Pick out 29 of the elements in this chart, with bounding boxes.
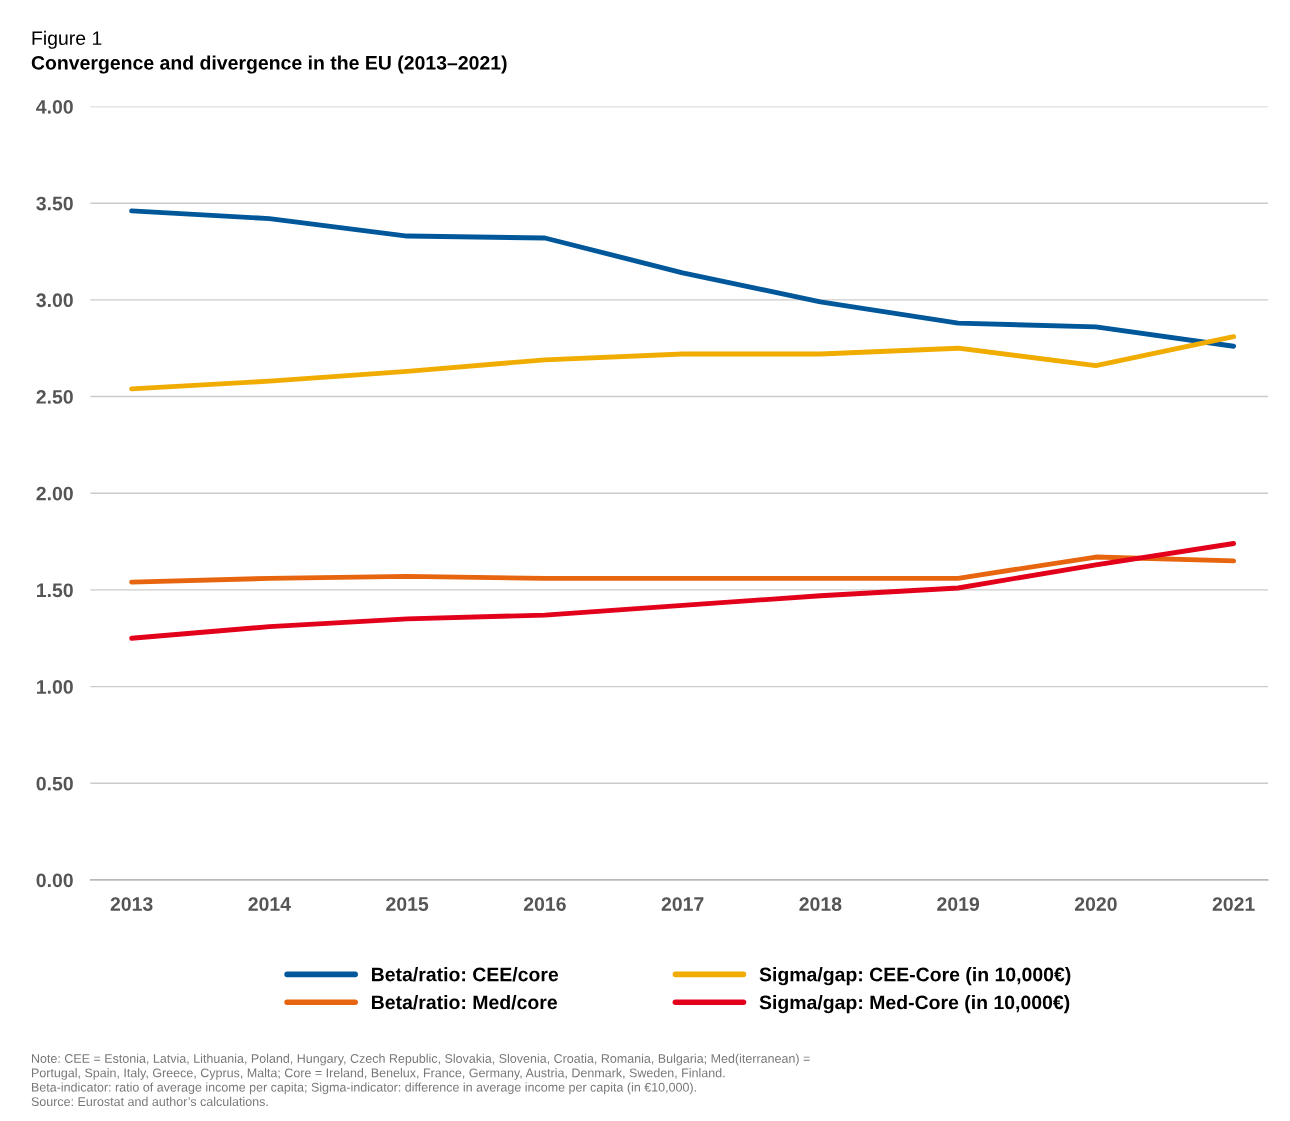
y-tick-label: 3.00 xyxy=(36,293,73,308)
x-tick-label: 2020 xyxy=(1074,897,1117,911)
y-tick-label: 0.00 xyxy=(36,873,73,888)
text: Note: CEE = Estonia, Latvia, Lithuania, Poland, Hungary, Czech Republic, Slovakia, Slovenia, Croatia, Romania, Bulgaria; Med(iterranean) = Portugal, Spain, Italy, Greece, Cyprus, Malta; Core = Ireland, Benelux, France, Germany, Austria, Denmark, Sweden, Finland. Beta-indicator: ratio of average income per capita; Sigma-indicator: difference in average income per capita (in €10,000). Source: Eurostat and author’s calculations. xyxy=(31,1053,810,1107)
x-tick-label: 2019 xyxy=(937,897,980,911)
legend-label: Beta/ratio: Med/core xyxy=(372,994,557,1010)
legend-label: Sigma/gap: Med-Core (in 10,000€) xyxy=(759,995,1070,1014)
chart-title: Figure 1 xyxy=(32,30,102,49)
x-tick-label: 2017 xyxy=(661,897,704,911)
x-tick-label: 2013 xyxy=(110,897,153,911)
line-series xyxy=(129,334,1237,392)
x-tick-label: 2015 xyxy=(386,897,429,911)
y-tick-label: 1.00 xyxy=(37,680,73,694)
x-tick-label: 2018 xyxy=(799,897,842,911)
y-tick-label: 3.50 xyxy=(36,196,73,211)
chart-subtitle: Convergence and divergence in the EU (2013–2021) xyxy=(31,55,507,74)
legend-label: Sigma/gap: CEE-Core (in 10,000€) xyxy=(759,967,1071,986)
line-series xyxy=(129,554,1237,585)
y-tick-label: 2.50 xyxy=(36,390,73,404)
y-tick-label: 0.50 xyxy=(36,776,73,791)
legend-label: Beta/ratio: CEE/core xyxy=(372,967,559,982)
x-tick-label: 2016 xyxy=(523,897,566,911)
line-series xyxy=(129,208,1237,349)
x-tick-label: 2014 xyxy=(248,897,291,911)
x-tick-label: 2021 xyxy=(1212,897,1255,911)
line-series xyxy=(129,541,1237,641)
y-tick-label: 4.00 xyxy=(36,99,73,114)
y-tick-label: 1.50 xyxy=(37,583,73,598)
y-tick-label: 2.00 xyxy=(36,486,73,501)
